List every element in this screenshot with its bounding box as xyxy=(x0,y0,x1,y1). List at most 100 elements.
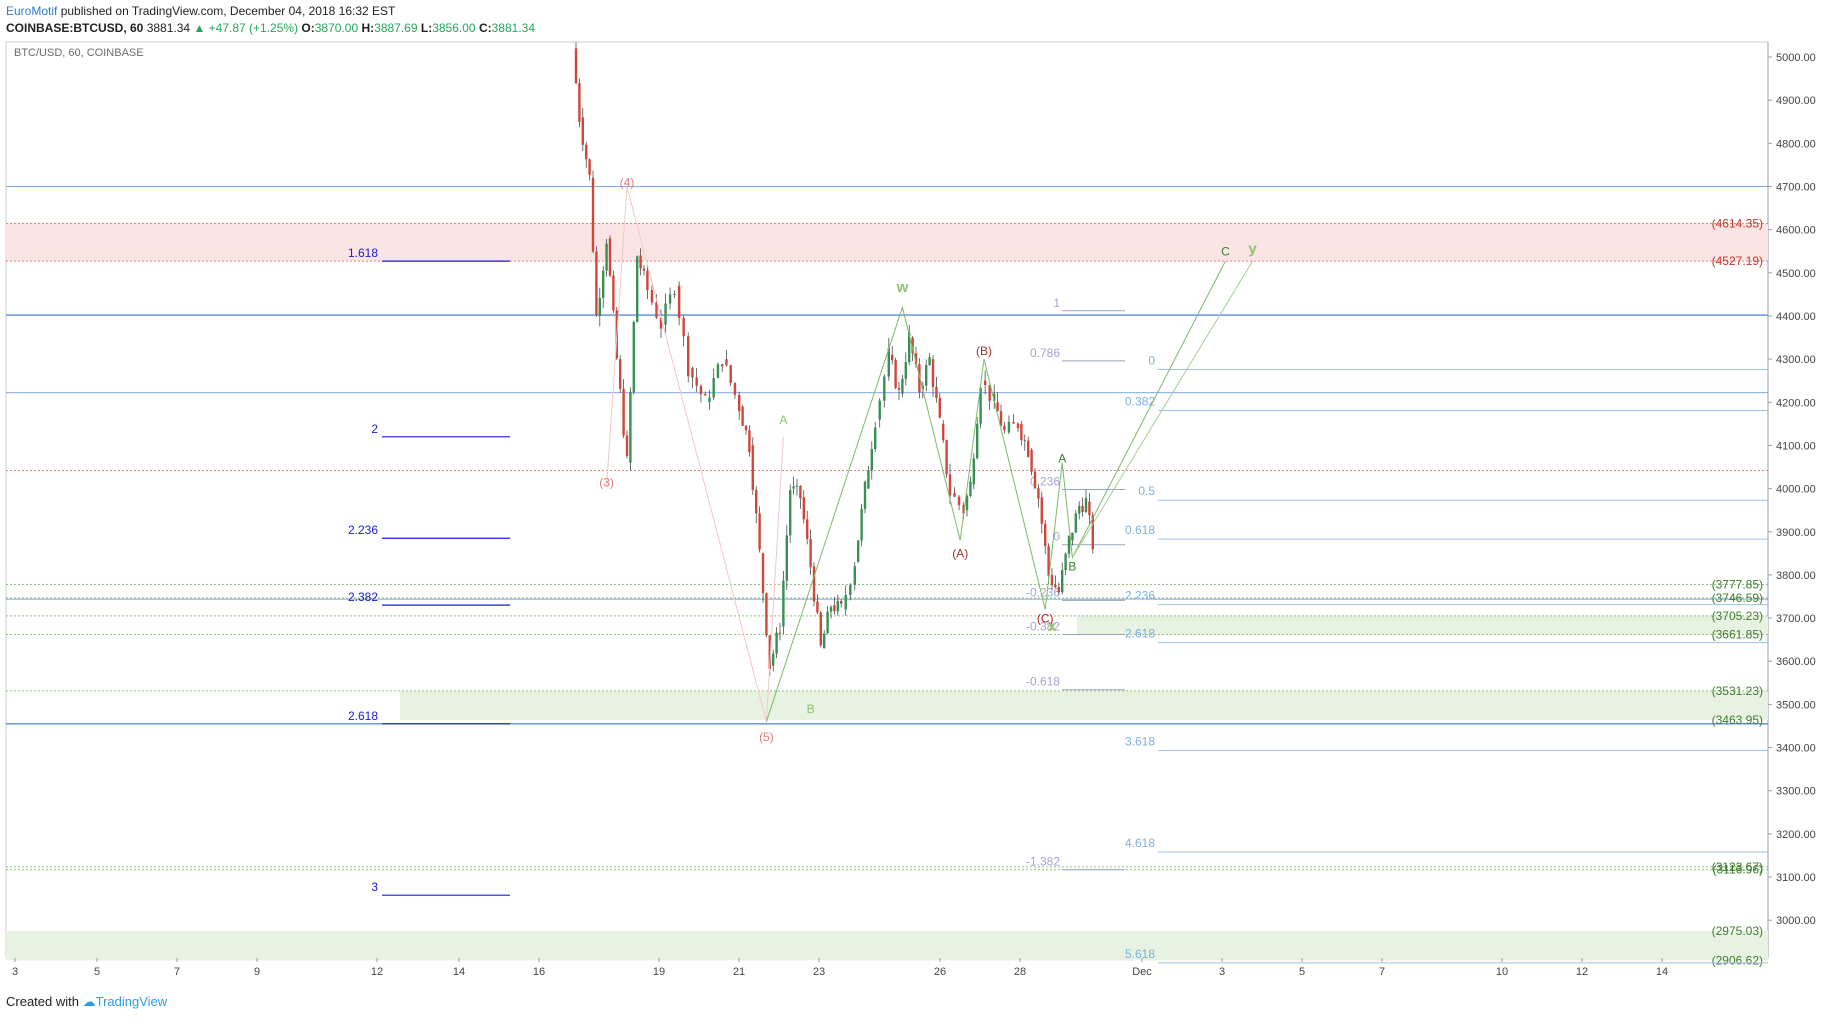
candle-body xyxy=(1044,523,1047,547)
x-tick-label: 12 xyxy=(371,966,383,978)
created-with-text: Created with xyxy=(6,994,79,1009)
y-tick-label: 4100.00 xyxy=(1776,440,1816,452)
candle-body xyxy=(664,303,667,325)
tradingview-brand[interactable]: TradingView xyxy=(95,994,168,1009)
wave-label: (5) xyxy=(759,730,774,744)
candle-body xyxy=(687,336,690,377)
candle-body xyxy=(636,256,639,322)
candle-body xyxy=(1084,498,1088,513)
wave-label: (4) xyxy=(620,175,635,189)
candle-body xyxy=(883,376,886,401)
published-text: published on TradingView.com, December 0… xyxy=(60,4,396,18)
ohlc-line: COINBASE:BTCUSD, 60 3881.34 ▲ +47.87 (+1… xyxy=(6,21,535,35)
candle-body xyxy=(708,397,711,403)
wave-label: (A) xyxy=(952,547,968,561)
y-tick-label: 3300.00 xyxy=(1776,786,1816,798)
candle-body xyxy=(945,440,948,475)
candle-body xyxy=(948,474,952,496)
y-tick-label: 4400.00 xyxy=(1776,311,1816,323)
candle-body xyxy=(655,302,658,318)
candle-body xyxy=(983,380,987,385)
fib-retracement-label: 1 xyxy=(1053,296,1060,310)
y-tick-label: 3000.00 xyxy=(1776,915,1816,927)
candle-body xyxy=(857,540,860,562)
candle-body xyxy=(799,485,802,499)
candle-body xyxy=(809,538,812,568)
author-link[interactable]: EuroMotif xyxy=(6,4,58,18)
candle-body xyxy=(668,294,672,304)
wave-label: (3) xyxy=(599,475,614,489)
candle-body xyxy=(699,385,703,395)
candle-body xyxy=(677,285,681,319)
y-tick-label: 3600.00 xyxy=(1776,656,1816,668)
candle-body xyxy=(1033,471,1037,489)
wave-label: A xyxy=(1058,452,1066,466)
price-chart[interactable]: 5000.00 4900.00 4800.00 4700.00 4600.00 4500.… xyxy=(0,0,1828,990)
fib-extension-right-label: 0 xyxy=(1148,353,1155,367)
candle-body xyxy=(887,348,890,377)
candle-body xyxy=(608,238,612,276)
fib-retracement-label: 0.236 xyxy=(1030,474,1060,488)
candle-body xyxy=(829,607,833,612)
candle-body xyxy=(639,255,642,269)
zone-price-label: (4527.19) xyxy=(1712,254,1763,268)
x-tick-label: 21 xyxy=(733,966,745,978)
candle-body xyxy=(976,423,979,459)
zone-price-label: (3463.95) xyxy=(1712,713,1763,727)
y-tick-label: 5000.00 xyxy=(1776,52,1816,64)
candle-body xyxy=(785,535,788,581)
projection-line-y xyxy=(1071,260,1254,558)
y-tick-label: 3200.00 xyxy=(1776,829,1816,841)
candle-body xyxy=(789,490,792,536)
x-tick-label: 10 xyxy=(1496,966,1508,978)
price-change: ▲ +47.87 (+1.25%) xyxy=(193,21,299,35)
candle-body xyxy=(602,270,605,298)
candle-body xyxy=(999,411,1003,426)
candle-body xyxy=(782,580,785,627)
candle-body xyxy=(816,601,819,613)
candle-body xyxy=(969,481,972,497)
zone-price-label: (4614.35) xyxy=(1712,216,1763,230)
close-label: C: xyxy=(478,21,492,35)
candle-body xyxy=(1078,505,1081,514)
fib-extension-right-label: 0.618 xyxy=(1125,523,1155,537)
candle-body xyxy=(659,317,663,329)
x-tick-label: 7 xyxy=(174,966,180,978)
candle-body xyxy=(1061,570,1064,593)
x-tick-label: 5 xyxy=(1299,966,1305,978)
fib-extension-right-label: 3.618 xyxy=(1125,735,1155,749)
wave-label: x xyxy=(1048,618,1057,635)
wave-label: A xyxy=(779,413,787,427)
support-zone-upper xyxy=(1077,615,1768,635)
zone-price-label: (3531.23) xyxy=(1712,684,1763,698)
fib-extension-label: 2.382 xyxy=(348,590,378,604)
fib-extension-right-label: 0.382 xyxy=(1125,394,1155,408)
candle-body xyxy=(802,497,805,520)
zone-price-label: (3661.85) xyxy=(1712,628,1763,642)
y-tick-label: 4900.00 xyxy=(1776,95,1816,107)
zone-price-label: (3777.85) xyxy=(1712,577,1763,591)
fib-retracement-label: -1.382 xyxy=(1026,855,1060,869)
high-label: H: xyxy=(361,21,375,35)
candle-body xyxy=(874,427,877,449)
wave-label: y xyxy=(1248,240,1257,257)
candle-body xyxy=(605,243,608,271)
candle-body xyxy=(775,632,778,654)
candle-body xyxy=(1091,515,1094,550)
y-tick-label: 4000.00 xyxy=(1776,484,1816,496)
candle-body xyxy=(1037,488,1040,499)
wave-label: B xyxy=(1068,560,1076,574)
candle-body xyxy=(1081,505,1084,513)
fib-extension-label: 2 xyxy=(371,422,378,436)
low-label: L: xyxy=(420,21,433,35)
candle-body xyxy=(741,406,744,426)
candle-body xyxy=(733,382,737,395)
x-tick-label: 19 xyxy=(653,966,665,978)
candle-body xyxy=(738,394,741,412)
candle-body xyxy=(578,83,581,122)
candle-body xyxy=(632,321,635,392)
candle-body xyxy=(819,612,822,646)
candle-body xyxy=(1040,497,1043,524)
zone-price-label: (3116.96) xyxy=(1713,863,1763,877)
x-tick-label: 16 xyxy=(533,966,545,978)
